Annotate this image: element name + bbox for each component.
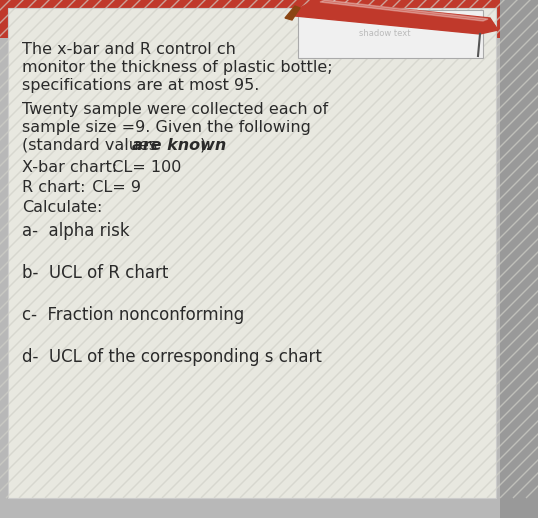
Text: monitor the thickness of plastic bottle;: monitor the thickness of plastic bottle; xyxy=(22,60,332,75)
Text: a-  alpha risk: a- alpha risk xyxy=(22,222,130,240)
Text: ):: ): xyxy=(200,138,211,153)
Text: sample size =9. Given the following: sample size =9. Given the following xyxy=(22,120,311,135)
Text: Calculate:: Calculate: xyxy=(22,200,102,215)
Text: d-  UCL of the corresponding s chart: d- UCL of the corresponding s chart xyxy=(22,348,322,366)
Bar xyxy=(500,0,538,518)
Polygon shape xyxy=(320,0,488,21)
Text: Twenty sample were collected each of: Twenty sample were collected each of xyxy=(22,102,328,117)
Bar xyxy=(298,10,483,58)
Text: c-  Fraction nonconforming: c- Fraction nonconforming xyxy=(22,306,244,324)
Text: CL= 9: CL= 9 xyxy=(82,180,141,195)
Text: X-bar chart:: X-bar chart: xyxy=(22,160,117,175)
Text: specifications are at most 95.: specifications are at most 95. xyxy=(22,78,259,93)
Bar xyxy=(0,0,538,38)
Text: shadow text: shadow text xyxy=(359,30,410,38)
Text: CL= 100: CL= 100 xyxy=(102,160,181,175)
Text: b-  UCL of R chart: b- UCL of R chart xyxy=(22,264,168,282)
Text: (standard values: (standard values xyxy=(22,138,162,153)
Text: are known: are known xyxy=(132,138,226,153)
Polygon shape xyxy=(295,0,498,34)
Polygon shape xyxy=(285,6,300,20)
Text: The x-bar and R control ch: The x-bar and R control ch xyxy=(22,42,236,57)
Text: R chart:: R chart: xyxy=(22,180,86,195)
